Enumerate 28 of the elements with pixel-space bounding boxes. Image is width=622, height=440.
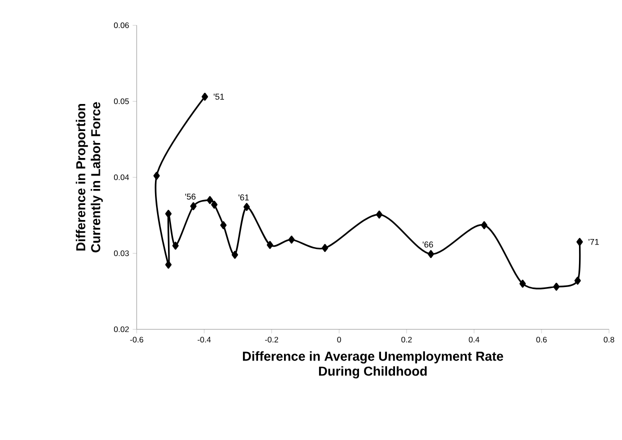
y-axis-title: Difference in Proportion Currently in Labor Force [76, 102, 103, 252]
annotation: '71 [588, 238, 599, 245]
point [206, 196, 214, 204]
point [211, 200, 218, 209]
point [519, 280, 526, 288]
point [153, 172, 160, 180]
x-axis-title: Difference in Average Unemployment Rate During Childhood [242, 351, 504, 378]
point [232, 250, 238, 259]
point [480, 221, 488, 230]
point [428, 250, 434, 258]
point [553, 282, 560, 291]
annotation: '51 [214, 94, 224, 100]
point [190, 202, 197, 210]
point [576, 238, 583, 246]
point [202, 92, 208, 101]
point [288, 236, 295, 244]
point [165, 260, 172, 269]
annotation: '61 [238, 194, 249, 200]
point [266, 240, 274, 249]
annotation: '66 [422, 242, 434, 248]
point [165, 210, 172, 218]
point [322, 244, 328, 252]
point [243, 202, 250, 211]
point [172, 242, 179, 250]
point [376, 210, 382, 219]
point [574, 276, 581, 285]
point [220, 221, 227, 230]
annotation: '56 [185, 194, 196, 200]
